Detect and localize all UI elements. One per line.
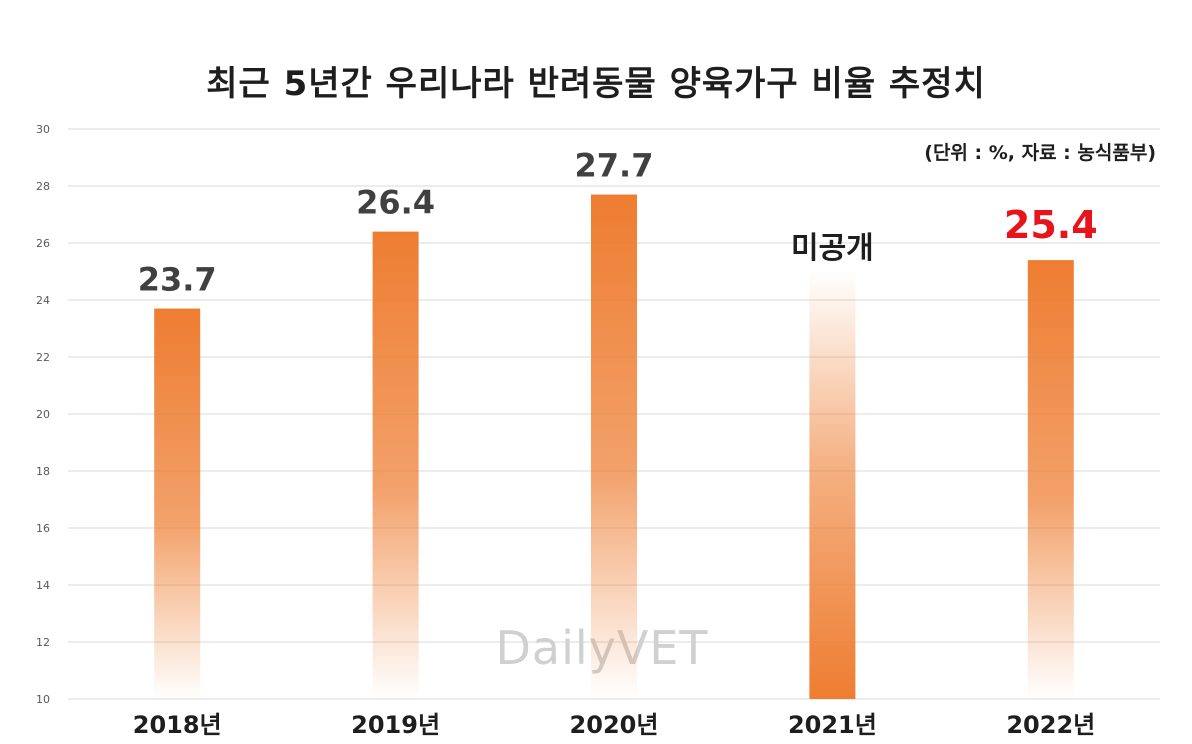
bar-2020년 (591, 194, 637, 700)
data-label: 26.4 (356, 184, 435, 222)
bar-placeholder-2021년 (809, 271, 856, 699)
y-tick-label: 22 (36, 351, 50, 364)
x-tick-label: 2018년 (133, 711, 222, 739)
x-tick-label: 2019년 (351, 711, 440, 739)
data-label: 27.7 (575, 147, 654, 185)
y-tick-label: 18 (36, 465, 50, 478)
y-tick-label: 28 (36, 180, 50, 193)
y-tick-label: 14 (36, 579, 50, 592)
bar-2022년 (1027, 260, 1074, 699)
data-label: 23.7 (138, 261, 217, 299)
y-tick-label: 26 (36, 237, 50, 250)
data-label: 25.4 (1004, 203, 1098, 247)
y-tick-label: 12 (36, 636, 50, 649)
y-tick-label: 16 (36, 522, 50, 535)
y-tick-label: 20 (36, 408, 50, 421)
x-tick-label: 2020년 (570, 711, 659, 739)
chart-subtitle: (단위 : %, 자료 : 농식품부) (924, 142, 1156, 164)
y-tick-label: 10 (36, 693, 50, 706)
x-tick-label: 2022년 (1006, 711, 1095, 739)
data-label-undisclosed: 미공개 (791, 231, 874, 266)
y-tick-label: 24 (36, 294, 50, 307)
x-tick-label: 2021년 (788, 711, 877, 739)
chart-title: 최근 5년간 우리나라 반려동물 양육가구 비율 추정치 (206, 64, 986, 104)
bar-2019년 (372, 231, 419, 699)
y-tick-label: 30 (36, 123, 50, 136)
bar-2018년 (154, 308, 201, 699)
